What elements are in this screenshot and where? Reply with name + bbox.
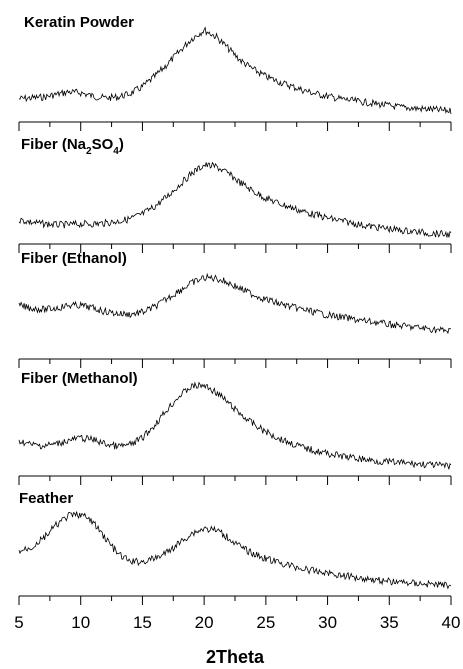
label-part-mid: SO [92, 136, 114, 153]
ticks-panel-1 [18, 122, 452, 131]
x-tick-label: 40 [442, 613, 461, 632]
panel-label-feather: Feather [19, 490, 73, 507]
trace-feather [18, 511, 452, 590]
trace-fiber-ethanol [18, 272, 452, 335]
label-part-tail: ) [119, 136, 124, 153]
ticks-panel-5 [18, 596, 452, 605]
panel-keratin-powder: Keratin Powder [18, 14, 452, 131]
ticks-panel-2 [18, 244, 452, 253]
label-part-sub-1: 2 [86, 146, 92, 157]
trace-fiber-methanol [18, 381, 452, 470]
ticks-panel-4 [18, 476, 452, 485]
panel-fiber-na2so4: Fiber (Na2SO4) [18, 136, 452, 253]
panel-label-fiber-na2so4: Fiber (Na2SO4) [21, 136, 124, 157]
panel-label-fiber-ethanol: Fiber (Ethanol) [21, 250, 127, 267]
ticks-panel-3 [18, 359, 452, 368]
label-part-main: Fiber (Na [21, 136, 87, 153]
trace-keratin-powder [18, 26, 452, 115]
panel-fiber-ethanol: Fiber (Ethanol) [18, 250, 452, 368]
x-tick-label: 20 [195, 613, 214, 632]
x-tick-label: 25 [256, 613, 275, 632]
trace-fiber-na2so4 [18, 161, 452, 238]
panel-label-fiber-methanol: Fiber (Methanol) [21, 370, 138, 387]
x-tick-labels: 5 10 15 20 25 30 35 40 [14, 613, 460, 632]
x-tick-label: 15 [133, 613, 152, 632]
x-tick-label: 5 [14, 613, 23, 632]
x-tick-label: 10 [71, 613, 90, 632]
panel-feather: Feather [18, 490, 452, 605]
x-tick-label: 35 [380, 613, 399, 632]
panel-fiber-methanol: Fiber (Methanol) [18, 370, 452, 485]
x-tick-label: 30 [318, 613, 337, 632]
panel-label-keratin-powder: Keratin Powder [24, 14, 134, 31]
x-axis-title: 2Theta [206, 647, 265, 667]
label-part-sub-2: 4 [113, 146, 119, 157]
